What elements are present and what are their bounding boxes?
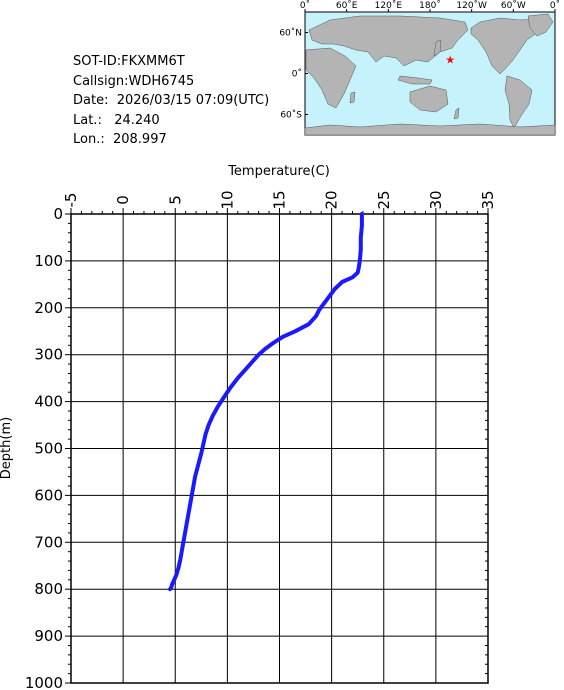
y-tick-label: 800 <box>34 580 63 598</box>
land-africa <box>305 47 357 109</box>
land-new-zealand <box>453 107 460 120</box>
minor-ticks <box>68 211 488 675</box>
land-indonesia <box>397 75 433 85</box>
x-tick-label: 30 <box>427 190 445 209</box>
y-tick-labels: 0 100 200 300 400 500 600 700 800 900 1000 <box>25 205 63 690</box>
chart-grid <box>65 208 489 684</box>
map-lon-label: 0˚ <box>550 0 560 11</box>
x-tick-label: -5 <box>62 193 80 208</box>
x-tick-label: 10 <box>218 190 236 209</box>
float-info: SOT-ID:FKXMM6T Callsign:WDH6745 Date: 20… <box>73 52 269 150</box>
land-eurasia <box>308 15 469 67</box>
y-tick-label: 900 <box>34 627 63 645</box>
y-tick-label: 300 <box>34 346 63 364</box>
x-axis-title: Temperature(C) <box>227 164 330 179</box>
latitude: Lat.: 24.240 <box>73 112 160 128</box>
y-tick-label: 500 <box>34 440 63 458</box>
map-latitude-labels: 60˚N 0˚ 60˚S <box>279 28 308 121</box>
map-land <box>304 13 556 136</box>
x-tick-label: 35 <box>479 190 497 209</box>
map-lon-label: 60˚W <box>501 0 526 11</box>
land-greenland <box>527 13 554 37</box>
land-japan <box>433 39 442 57</box>
map-lon-label: 60˚E <box>336 0 358 11</box>
x-tick-label: 5 <box>166 195 184 205</box>
temperature-profile-line <box>168 212 364 592</box>
x-tick-label: 0 <box>114 195 132 205</box>
map-longitude-labels: 0˚ 60˚E 120˚E 180˚ 120˚W 60˚W 0˚ <box>300 0 560 12</box>
date: Date: 2026/03/15 07:09(UTC) <box>73 93 270 108</box>
land-australia <box>409 85 449 113</box>
land-south-america <box>504 75 533 129</box>
x-tick-labels: -5 0 5 10 15 20 25 30 35 <box>62 190 497 209</box>
land-antarctica <box>304 123 556 136</box>
y-tick-label: 0 <box>53 205 63 223</box>
y-tick-label: 700 <box>34 533 63 551</box>
map-lat-label: 60˚N <box>279 28 302 39</box>
map-lon-label: 120˚W <box>456 0 487 11</box>
y-tick-label: 100 <box>34 252 63 270</box>
x-tick-label: 20 <box>323 190 341 209</box>
map-lat-label: 60˚S <box>280 110 302 121</box>
land-north-america <box>470 17 546 75</box>
map-lat-label: 0˚ <box>292 69 302 80</box>
y-tick-label: 400 <box>34 393 63 411</box>
map-lon-label: 0˚ <box>300 0 310 11</box>
y-tick-label: 1000 <box>25 674 63 690</box>
x-tick-label: 15 <box>271 190 289 209</box>
plot-frame <box>70 213 489 684</box>
float-location-marker: ★ <box>445 53 455 66</box>
map-lon-label: 180˚ <box>419 0 441 11</box>
sot-id: SOT-ID:FKXMM6T <box>73 54 185 69</box>
x-tick-label: 25 <box>375 190 393 209</box>
callsign: Callsign:WDH6745 <box>73 73 195 89</box>
longitude: Lon.: 208.997 <box>73 132 167 147</box>
y-axis-title: Depth(m) <box>0 417 14 479</box>
land-madagascar <box>349 91 356 104</box>
y-tick-label: 200 <box>34 299 63 317</box>
y-tick-label: 600 <box>34 486 63 504</box>
map-lon-label: 120˚E <box>375 0 403 11</box>
